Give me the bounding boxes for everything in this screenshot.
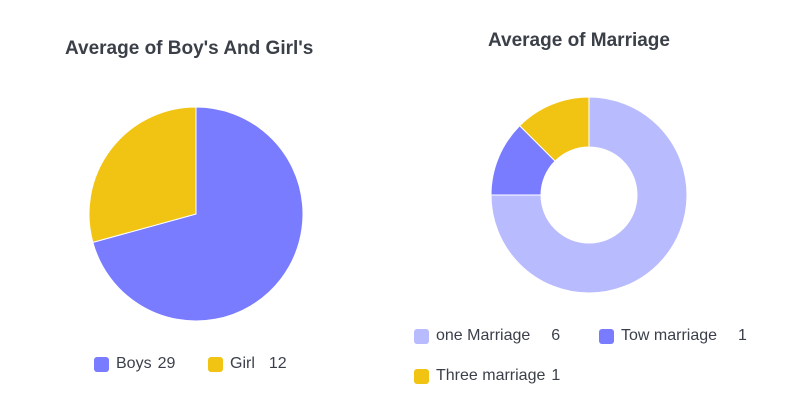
chart-title-marriage: Average of Marriage bbox=[488, 30, 670, 51]
legend-value-three-marriage: 1 bbox=[551, 367, 561, 384]
legend-swatch-tow-marriage bbox=[599, 328, 614, 344]
legend-label-one-marriage: one Marriage bbox=[436, 327, 531, 344]
legend-swatch-three-marriage bbox=[414, 368, 429, 384]
chart-title-boys-girls: Average of Boy's And Girl's bbox=[65, 38, 314, 59]
pie-boys-girls-slice-boys[interactable] bbox=[92, 106, 304, 322]
donut-marriage-slice-one-marriage[interactable] bbox=[490, 96, 688, 294]
legend-item-girl[interactable]: Girl 12 bbox=[208, 355, 287, 373]
legend-swatch-girl bbox=[208, 356, 223, 372]
legend-swatch-boys bbox=[94, 356, 109, 372]
legend-value-tow-marriage: 1 bbox=[738, 327, 747, 344]
legend-value-boys: 29 bbox=[157, 355, 176, 372]
legend-item-one-marriage[interactable]: one Marriage 6 bbox=[414, 327, 560, 345]
legend-item-tow-marriage[interactable]: Tow marriage 1 bbox=[599, 327, 747, 345]
legend-label-tow-marriage: Tow marriage bbox=[621, 327, 718, 344]
legend-label-boys: Boys bbox=[116, 355, 152, 372]
donut-marriage-slice-three-marriage[interactable] bbox=[518, 96, 590, 162]
legend-value-one-marriage: 6 bbox=[551, 327, 561, 344]
legend-item-three-marriage[interactable]: Three marriage 1 bbox=[414, 367, 560, 385]
legend-item-boys[interactable]: Boys 29 bbox=[94, 355, 175, 373]
legend-label-girl: Girl bbox=[230, 355, 255, 372]
legend-label-three-marriage: Three marriage bbox=[436, 367, 546, 384]
legend-value-girl: 12 bbox=[268, 355, 287, 372]
pie-boys-girls-slice-girl[interactable] bbox=[88, 106, 197, 243]
legend-swatch-one-marriage bbox=[414, 328, 429, 344]
